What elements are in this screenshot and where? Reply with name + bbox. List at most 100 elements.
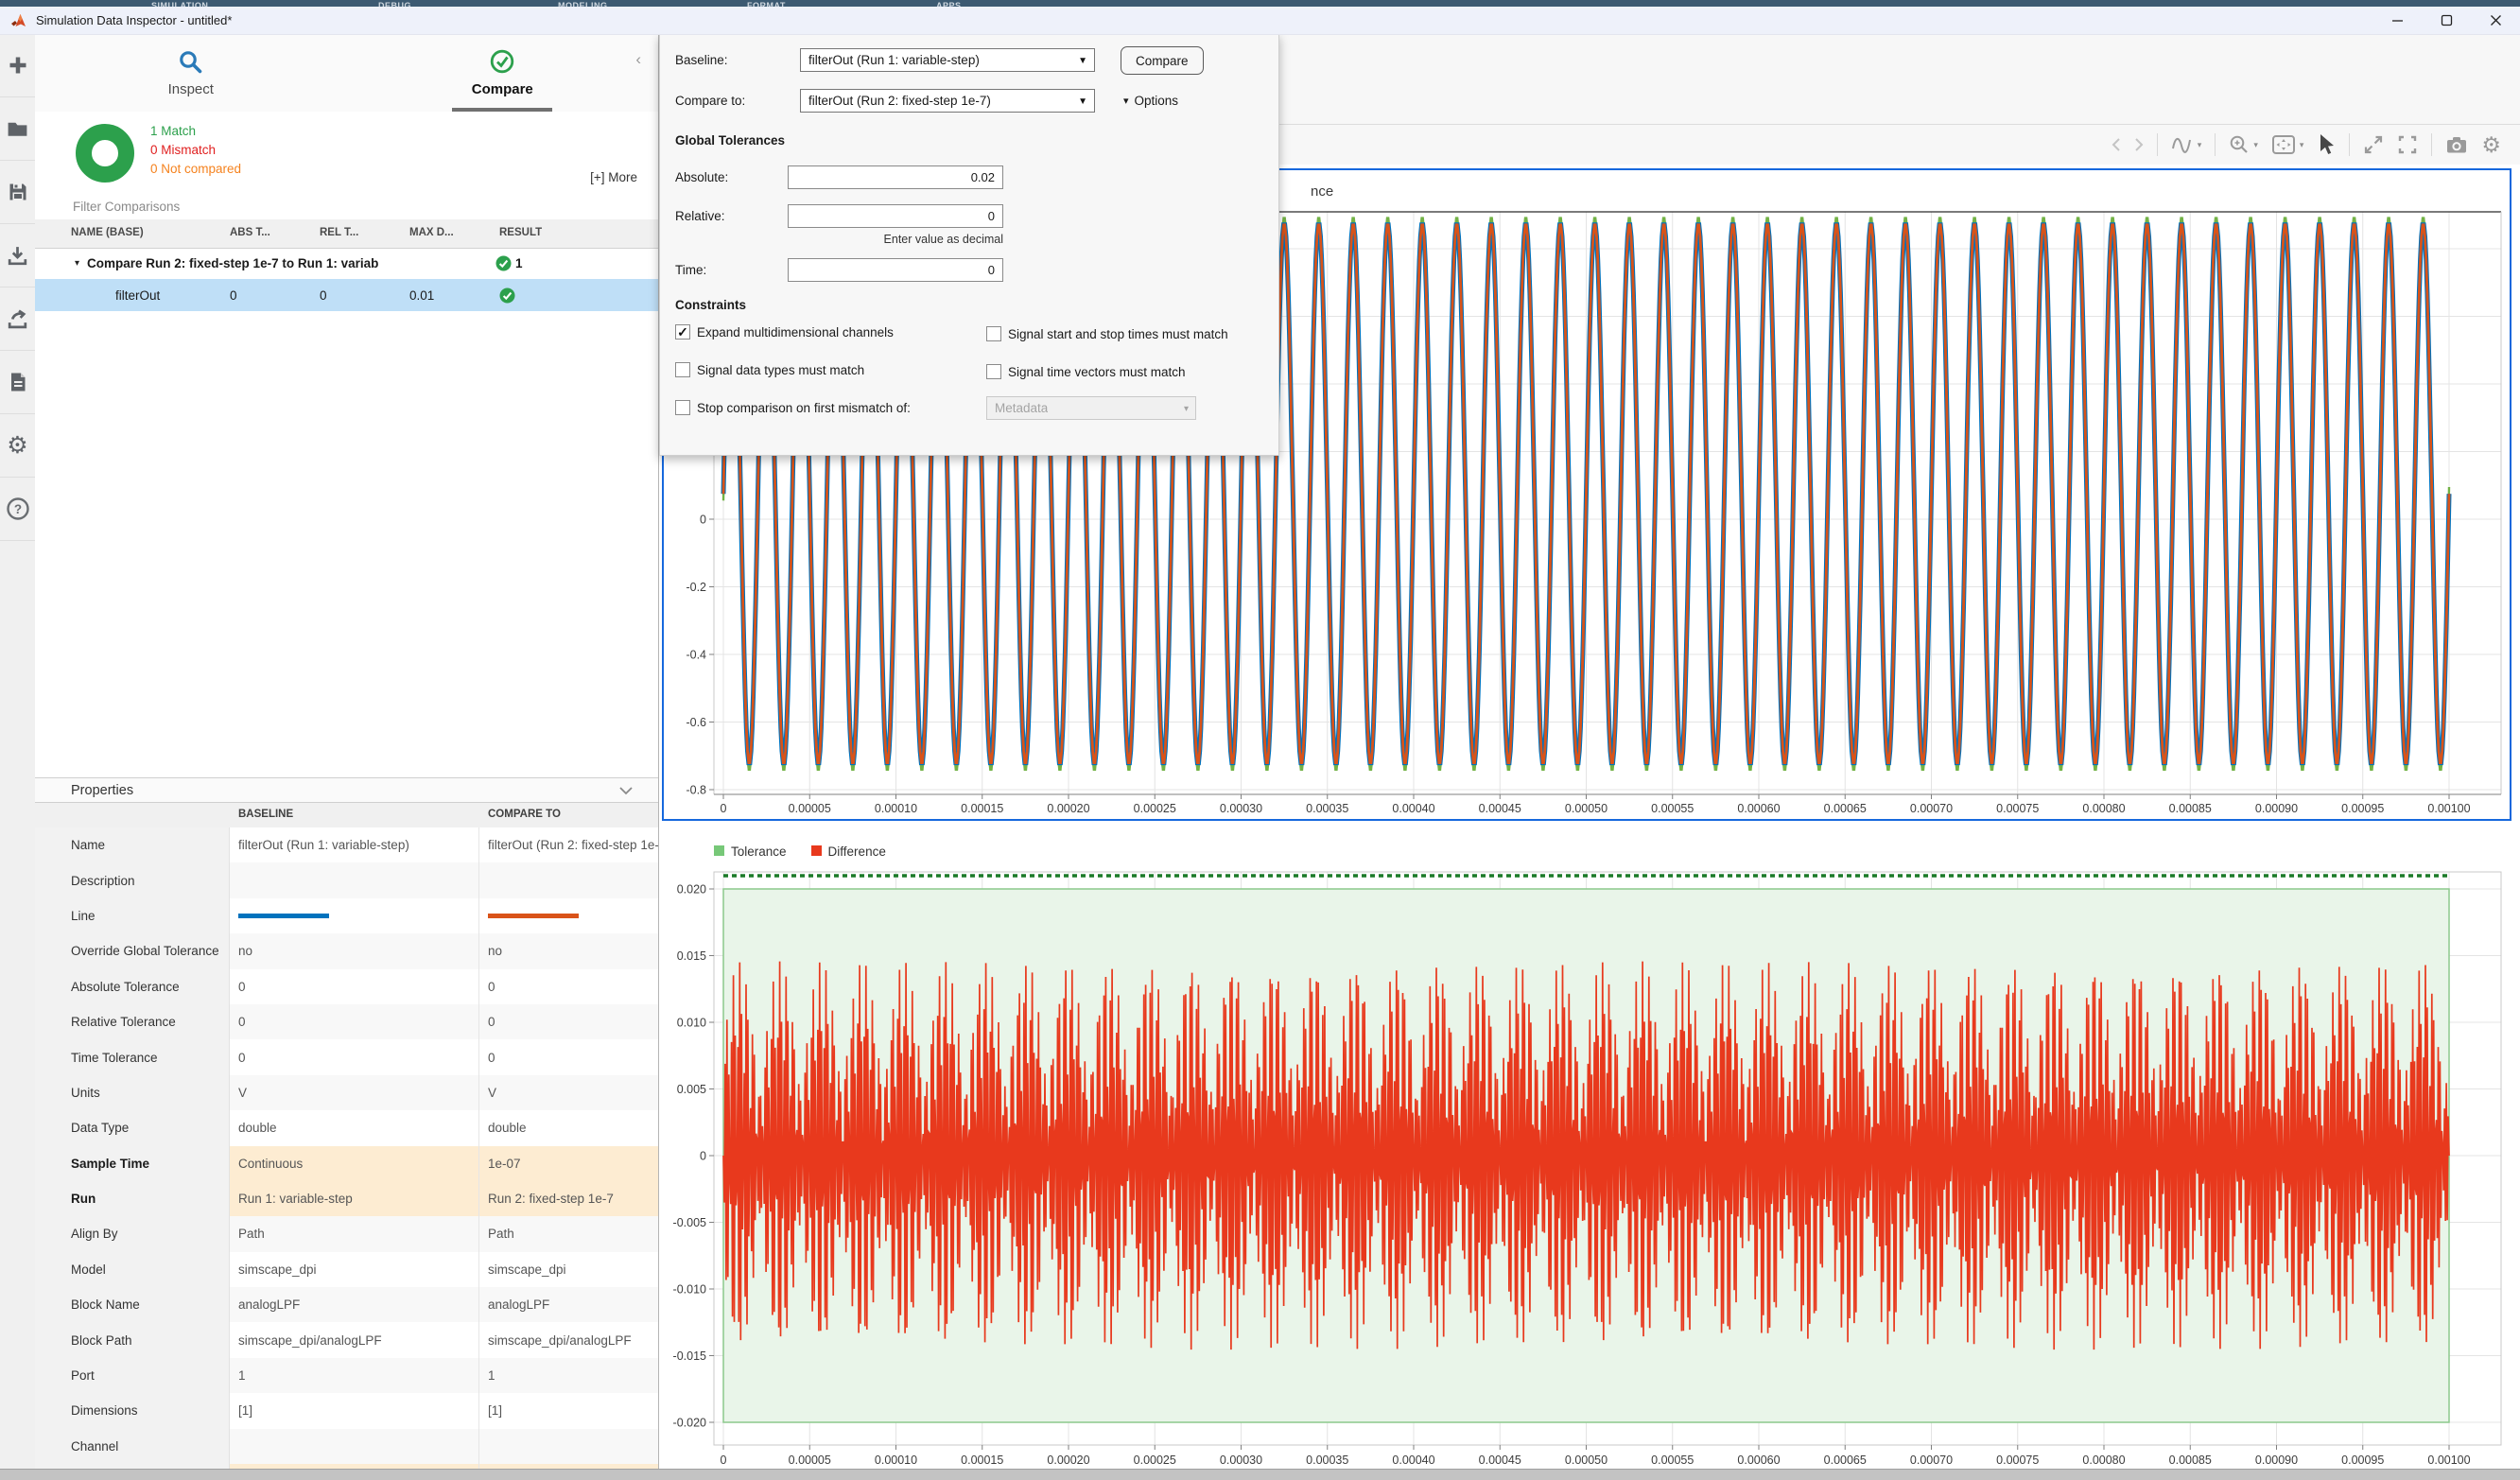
expand-icon[interactable] [2363,134,2384,155]
fit-to-view-icon[interactable]: ▾ [2271,134,2303,155]
next-icon[interactable] [2134,137,2144,152]
tab-compare-label: Compare [471,81,533,97]
checkbox-data-types[interactable]: Signal data types must match [675,362,864,377]
property-row[interactable]: Align By Path Path [35,1216,658,1252]
compare-button[interactable]: Compare [1121,46,1204,75]
minimize-button[interactable] [2372,7,2422,34]
property-row[interactable]: Relative Tolerance 0 0 [35,1003,658,1040]
property-row[interactable]: Sample Time Continuous 1e-07 [35,1145,658,1181]
svg-text:0.00015: 0.00015 [961,1454,1003,1467]
property-row[interactable]: Block Name analogLPF analogLPF [35,1287,658,1323]
plot-settings-gear-icon[interactable]: ⚙ [2481,131,2501,157]
snapshot-camera-icon[interactable] [2445,134,2468,155]
time-tolerance-input[interactable]: 0 [788,258,1003,282]
svg-text:0.00085: 0.00085 [2169,802,2212,815]
property-label: Override Global Tolerance [35,933,230,969]
fullscreen-icon[interactable] [2397,134,2418,155]
relative-hint: Enter value as decimal [883,233,1003,246]
tab-compare[interactable]: Compare [347,34,659,112]
options-toggle[interactable]: ▾ Options [1123,94,1179,108]
property-row[interactable]: Name filterOut (Run 1: variable-step) filt… [35,827,658,863]
property-label: Name [35,827,230,863]
expander-icon[interactable]: ▾ [75,258,80,269]
property-row[interactable]: Interp Methodlinearzoh [35,1464,658,1469]
mismatch-type-select[interactable]: Metadata ▾ [986,396,1196,420]
property-compare-value: zoh [479,1464,658,1469]
maximize-button[interactable] [2422,7,2471,34]
signal-style-icon[interactable]: ▾ [2171,134,2201,155]
property-compare-value [479,898,658,933]
svg-text:0.005: 0.005 [677,1083,706,1096]
x-axis: 0 0.00005 0.00010 0.00015 0.00020 0.00025 0.00… [721,794,2471,815]
property-row[interactable]: Absolute Tolerance 0 0 [35,968,658,1004]
compare-to-select[interactable]: filterOut (Run 2: fixed-step 1e-7) ▼ [800,89,1095,113]
property-row[interactable]: Data Type double double [35,1110,658,1146]
subplot-difference[interactable]: 0.020 0.015 0.010 0.005 0 -0.005 -0.010 -0.015 -… [662,870,2511,1475]
more-link[interactable]: [+] More [590,170,637,184]
settings-gear-icon[interactable]: ⚙ [0,414,35,478]
property-row[interactable]: Override Global Tolerance no no [35,933,658,969]
svg-text:0.00055: 0.00055 [1651,802,1694,815]
save-icon[interactable] [0,161,35,224]
property-baseline-value: V [230,1074,479,1111]
properties-table: Name filterOut (Run 1: variable-step) filt… [35,827,658,1469]
baseline-select[interactable]: filterOut (Run 1: variable-step) ▼ [800,48,1095,72]
svg-text:0.00010: 0.00010 [875,1454,917,1467]
svg-text:0.00095: 0.00095 [2341,1454,2384,1467]
property-baseline-value: Path [230,1216,479,1252]
property-row[interactable]: Port 1 1 [35,1357,658,1394]
properties-header[interactable]: Properties [35,777,658,803]
checkbox-start-stop-times[interactable]: Signal start and stop times must match [986,326,1228,341]
svg-text:-0.020: -0.020 [673,1417,706,1430]
tab-inspect[interactable]: Inspect [35,34,347,112]
absolute-tolerance-input[interactable]: 0.02 [788,165,1003,189]
property-row[interactable]: Description [35,862,658,898]
collapse-panel-icon[interactable]: ‹ [635,50,641,68]
zoom-in-icon[interactable]: ▾ [2229,134,2258,155]
close-button[interactable] [2471,7,2520,34]
property-row[interactable]: Dimensions [1] [1] [35,1393,658,1429]
property-baseline-value: Continuous [230,1145,479,1181]
open-folder-icon[interactable] [0,97,35,161]
pointer-icon[interactable] [2317,133,2336,156]
svg-text:0.015: 0.015 [677,949,706,963]
add-icon[interactable] [0,34,35,97]
property-row[interactable]: Units V V [35,1074,658,1111]
previous-icon[interactable] [2112,137,2121,152]
help-icon[interactable]: ? [0,478,35,541]
difference-plot-legend: Tolerance Difference [714,840,886,862]
import-icon[interactable] [0,224,35,287]
property-compare-value: 0 [488,1050,495,1065]
property-row[interactable]: Block Path simscape_dpi/analogLPF simscape… [35,1322,658,1358]
property-compare-value: Run 2: fixed-step 1e-7 [479,1180,658,1217]
subplot-legend-fragment: nce [1311,183,1334,200]
comparison-row-selected[interactable]: filterOut 0 0 0.01 [35,279,658,311]
property-row[interactable]: Run Run 1: variable-step Run 2: fixed-step… [35,1180,658,1217]
svg-text:0.00095: 0.00095 [2341,802,2384,815]
property-baseline-value: 0 [230,1039,479,1075]
select-caret-icon: ▼ [1078,96,1087,107]
svg-text:?: ? [13,502,21,516]
svg-text:0.00005: 0.00005 [789,802,831,815]
svg-text:0.00080: 0.00080 [2082,1454,2125,1467]
property-compare-value: 1 [479,1357,658,1394]
property-row[interactable]: Channel [35,1428,658,1465]
col-compare-to: COMPARE TO [488,809,561,820]
checkbox-stop-on-first-mismatch[interactable]: Stop comparison on first mismatch of: [675,400,911,415]
relative-tolerance-input[interactable]: 0 [788,204,1003,228]
filter-comparisons-input[interactable] [71,194,636,218]
property-row[interactable]: Model simscape_dpi simscape_dpi [35,1251,658,1288]
window-bottom-scrollbar[interactable] [0,1469,2520,1480]
property-compare-value [479,862,658,898]
bg-tab-debug: DEBUG [378,1,412,7]
property-label: Line [35,897,230,934]
svg-text:0.00030: 0.00030 [1220,802,1262,815]
property-row[interactable]: Line [35,897,658,934]
checkbox-expand-multidimensional[interactable]: ✓ Expand multidimensional channels [675,324,894,340]
checkbox-time-vectors[interactable]: Signal time vectors must match [986,364,1186,379]
svg-text:-0.6: -0.6 [686,716,706,729]
export-icon[interactable] [0,287,35,351]
property-row[interactable]: Time Tolerance 0 0 [35,1039,658,1075]
comparison-group-row[interactable]: ▾ Compare Run 2: fixed-step 1e-7 to Run … [35,248,658,279]
report-icon[interactable] [0,351,35,414]
